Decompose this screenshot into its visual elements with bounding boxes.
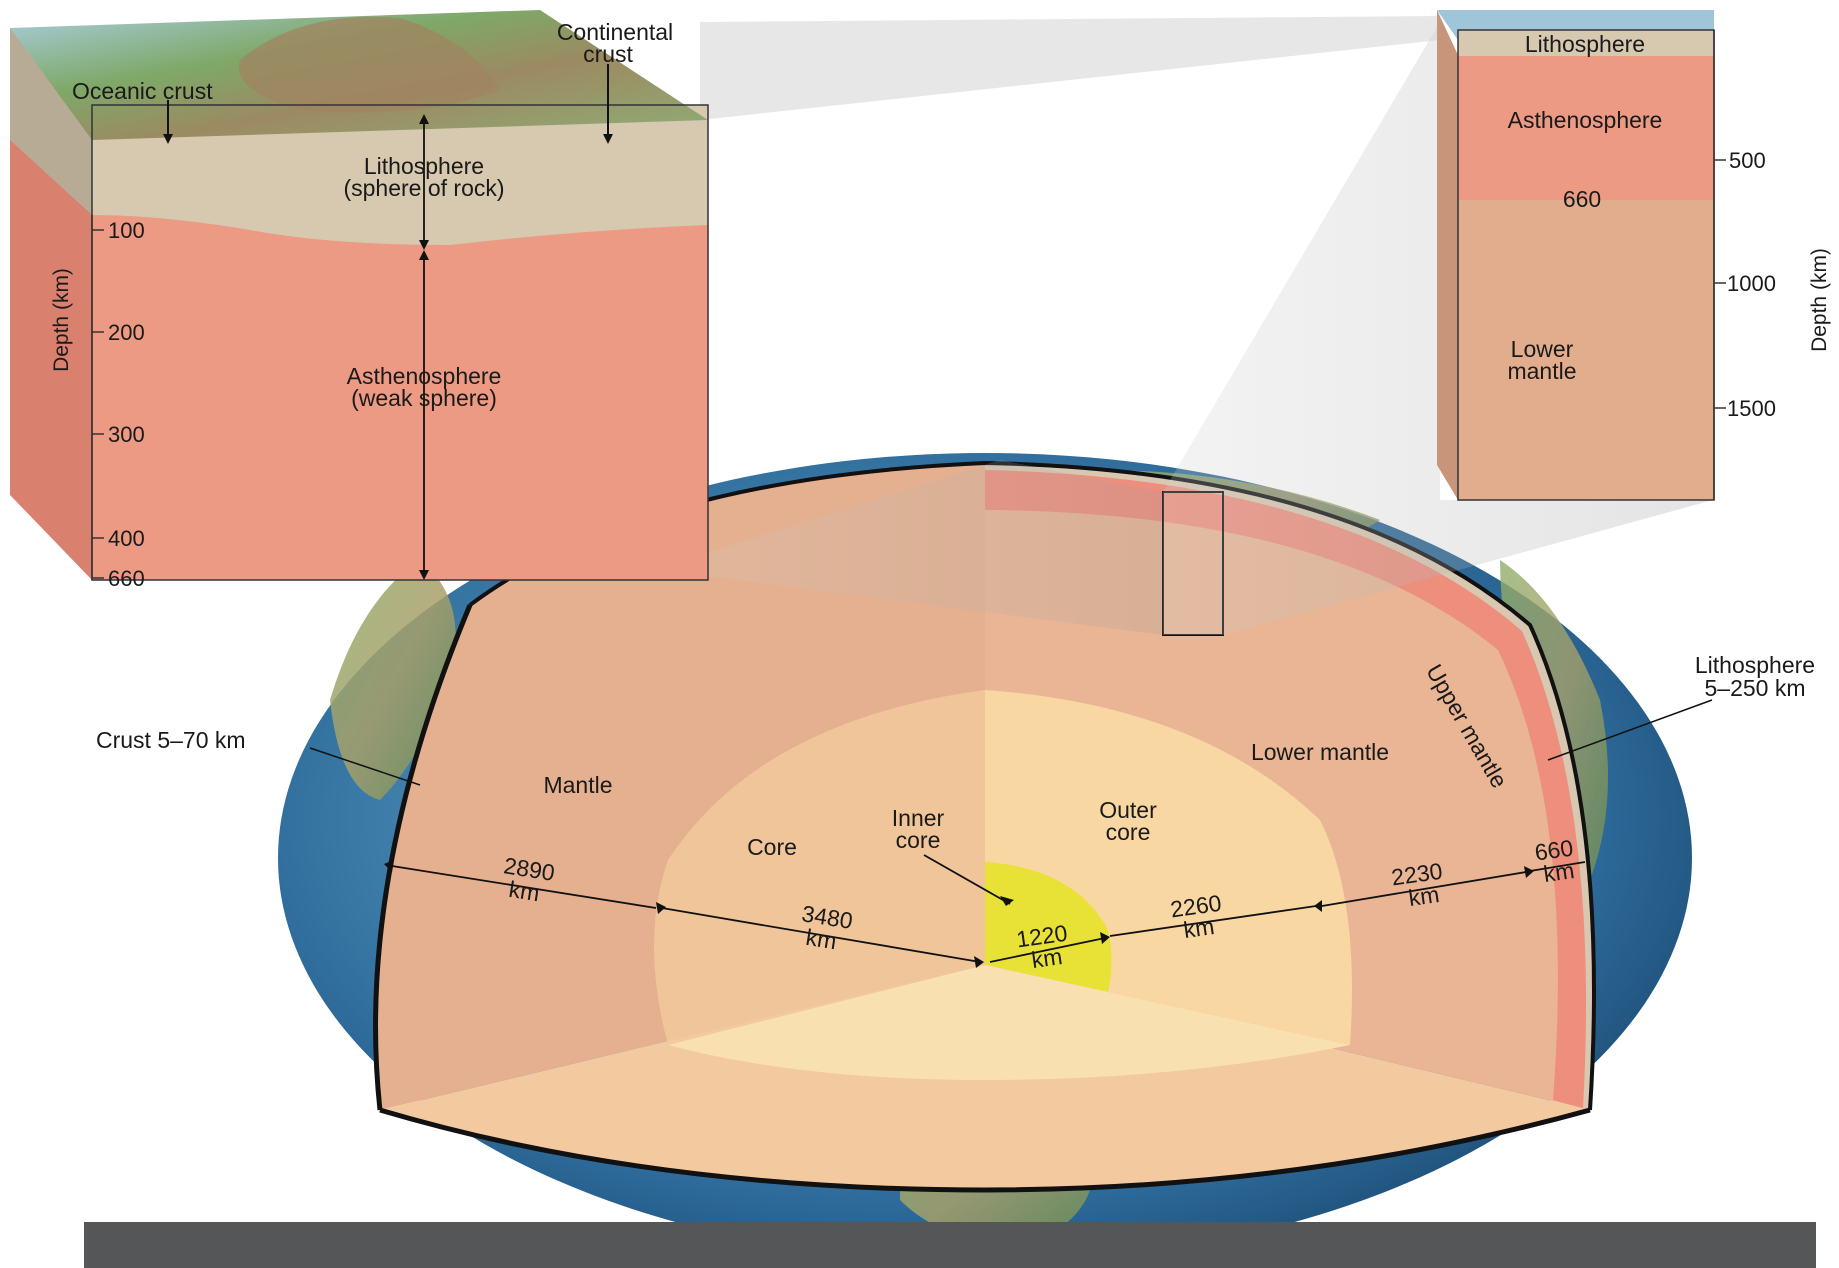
lower-mantle-thickness-unit: km — [1407, 881, 1441, 911]
depth-tick-100: 100 — [108, 218, 145, 243]
globe-lithosphere-label-line2: 5–250 km — [1704, 675, 1805, 701]
core-label: Core — [747, 834, 797, 860]
column-tick-1500: 1500 — [1727, 396, 1776, 421]
column-lower-mantle-label-line2: mantle — [1507, 358, 1576, 384]
column-side-face — [1437, 10, 1458, 500]
column-depth-axis-label: Depth (km) — [1808, 248, 1831, 352]
footer-bar — [84, 1222, 1816, 1268]
depth-tick-300: 300 — [108, 422, 145, 447]
column-tick-500: 500 — [1729, 148, 1766, 173]
oceanic-crust-label: Oceanic crust — [72, 78, 213, 104]
inner-core-label-line2: core — [896, 827, 941, 853]
outer-core-thickness-unit: km — [1182, 913, 1216, 943]
continental-crust-label-line2: crust — [583, 41, 633, 67]
mantle-label: Mantle — [543, 772, 612, 798]
column-boundary-label: 660 — [1563, 186, 1601, 212]
block-depth-axis-label: Depth (km) — [50, 268, 73, 372]
upper-mantle-thickness-unit: km — [1542, 857, 1576, 887]
block-diagram: 100 200 300 400 660 Depth (km) Oceanic c… — [10, 10, 708, 591]
crust-label: Crust 5–70 km — [96, 727, 246, 753]
column-lithosphere-label: Lithosphere — [1525, 31, 1645, 57]
mantle-thickness-unit: km — [507, 876, 541, 906]
inner-core-radius-unit: km — [1030, 943, 1064, 973]
core-radius-unit: km — [804, 924, 838, 954]
block-lithosphere-label-line2: (sphere of rock) — [343, 175, 504, 201]
outer-core-label-line2: core — [1106, 819, 1151, 845]
column-asthenosphere-label: Asthenosphere — [1508, 107, 1663, 133]
column-diagram: 500 1000 1500 Depth (km) Lithosphere Ast… — [1437, 10, 1831, 500]
depth-tick-400: 400 — [108, 526, 145, 551]
column-lower-mantle — [1458, 200, 1714, 500]
depth-tick-660: 660 — [108, 566, 145, 591]
column-tick-1000: 1000 — [1727, 271, 1776, 296]
lower-mantle-label: Lower mantle — [1251, 739, 1389, 765]
depth-tick-200: 200 — [108, 320, 145, 345]
zoom-beam-top — [700, 16, 1440, 120]
block-asthenosphere-label-line2: (weak sphere) — [351, 385, 497, 411]
